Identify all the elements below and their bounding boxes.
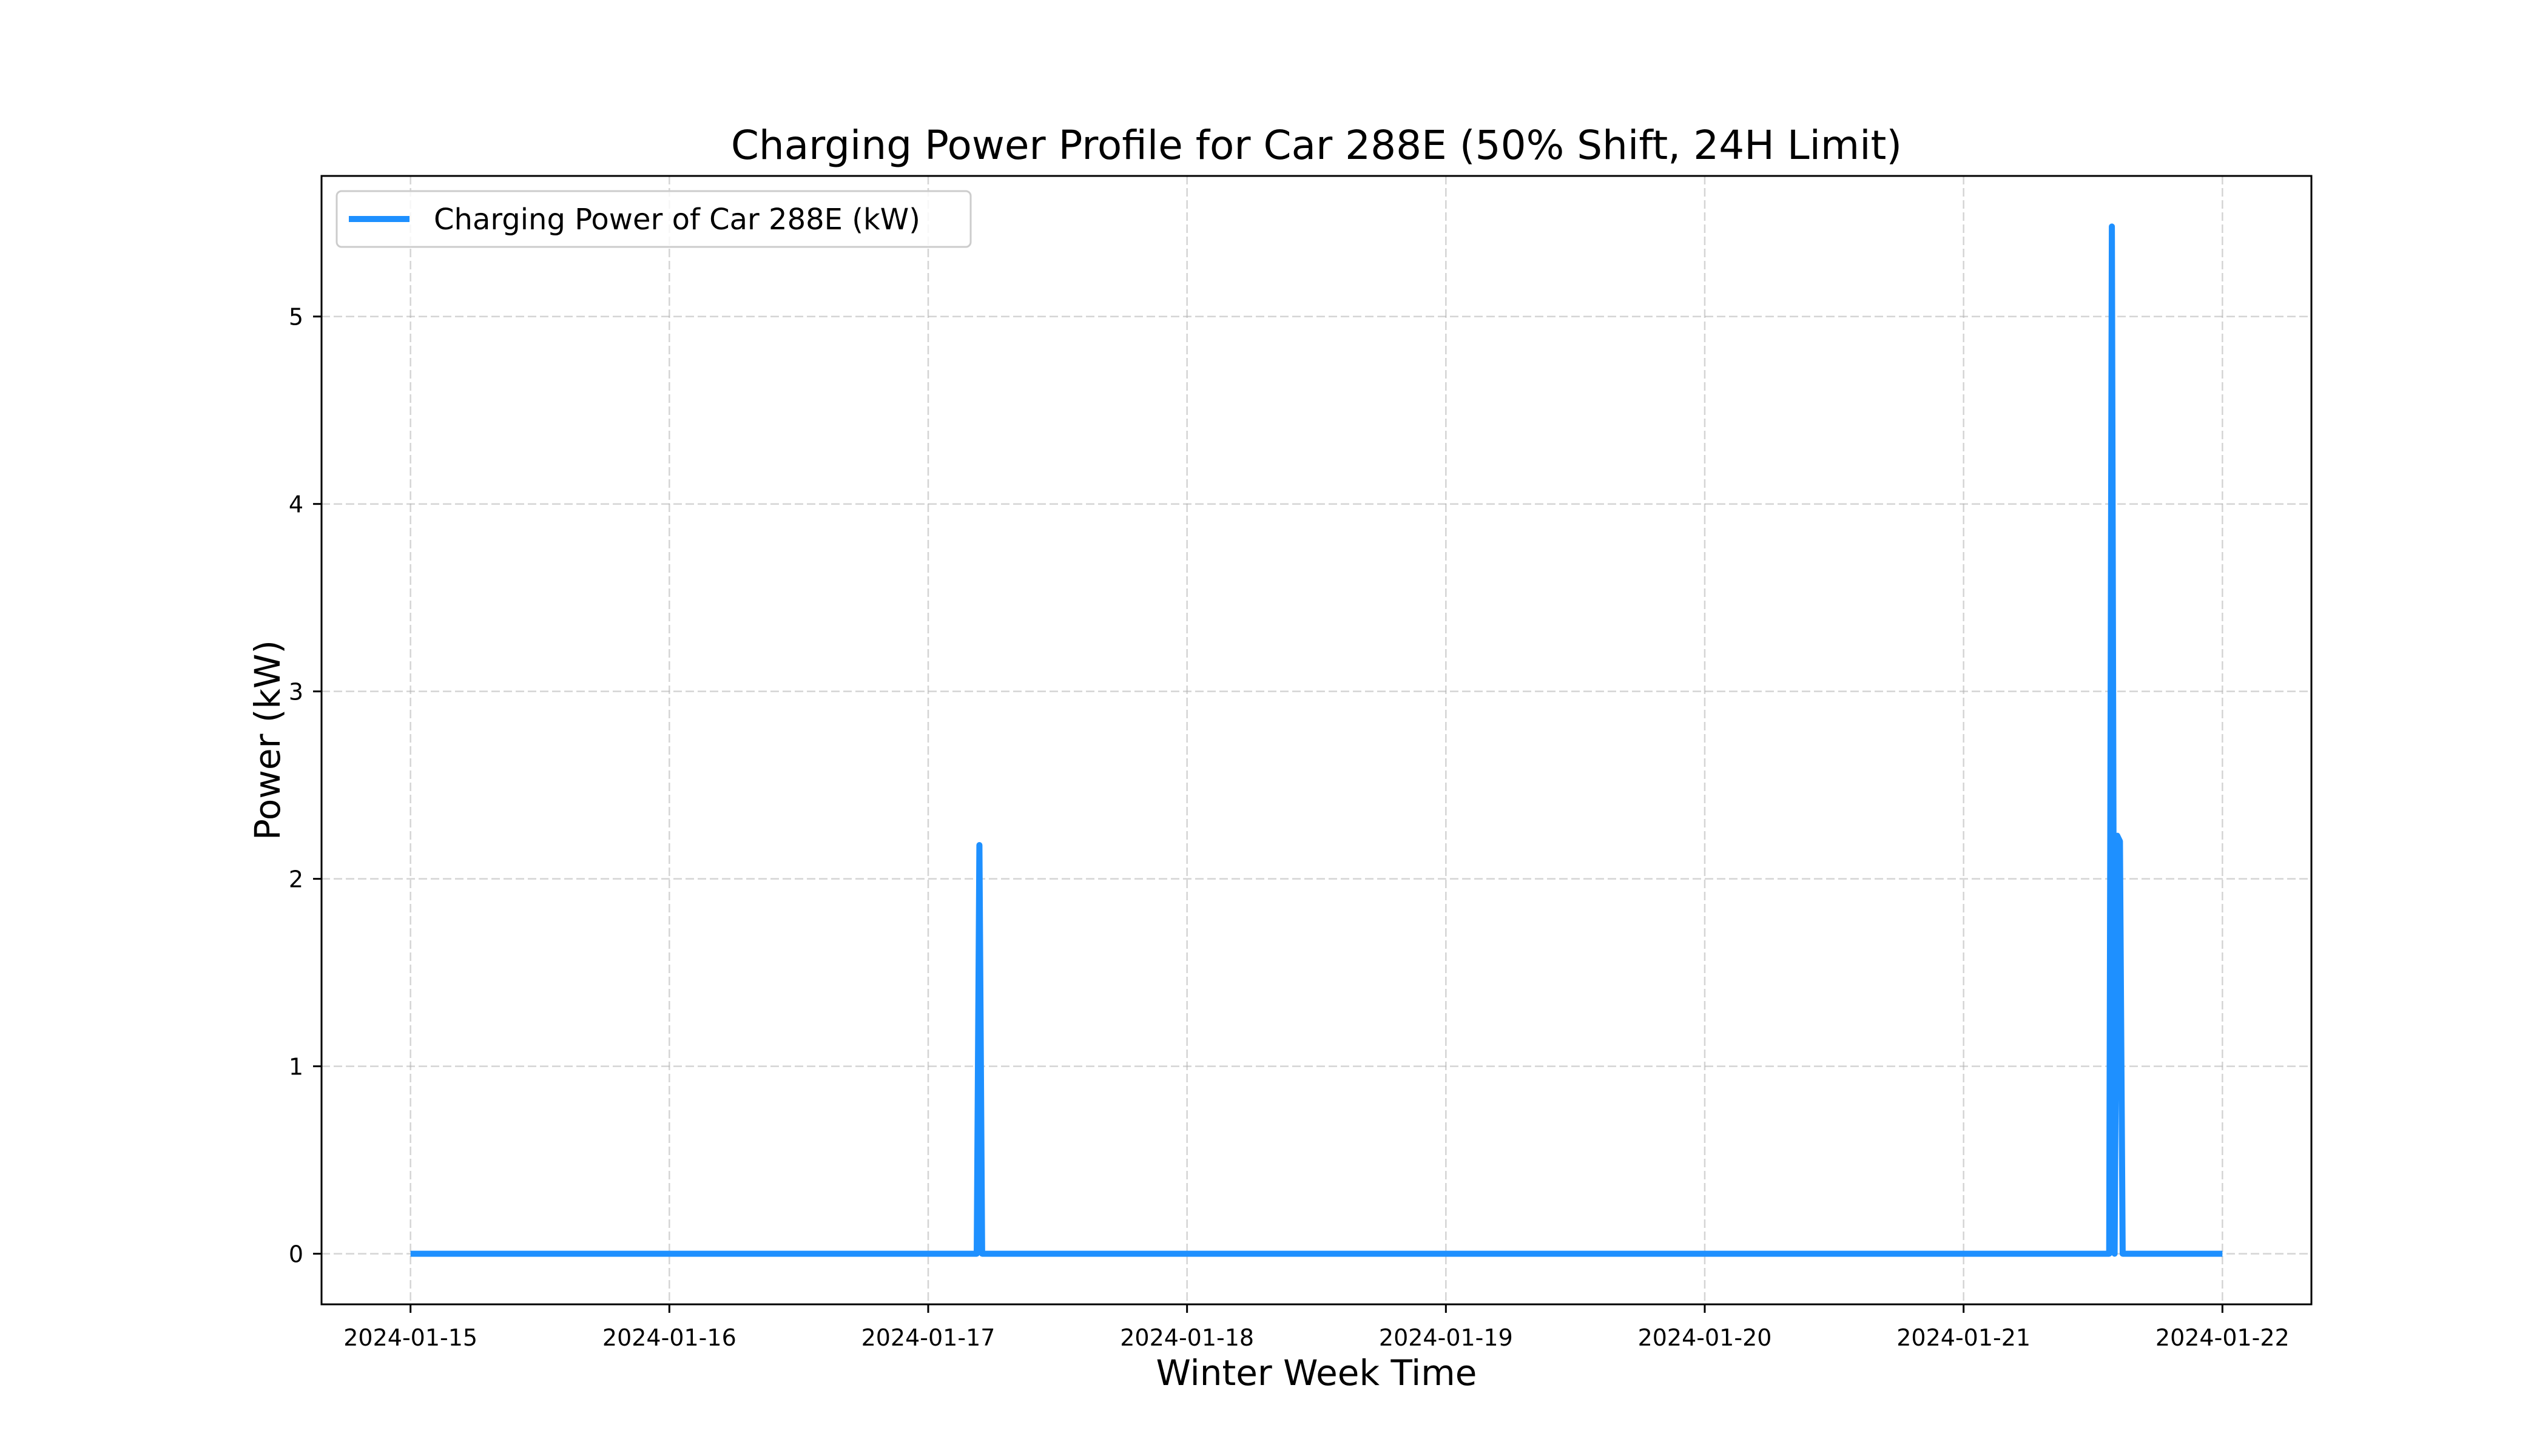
x-tick-label: 2024-01-18 — [1120, 1324, 1254, 1351]
x-tick-label: 2024-01-21 — [1896, 1324, 2031, 1351]
y-axis-label: Power (kW) — [247, 640, 288, 840]
legend: Charging Power of Car 288E (kW) — [335, 190, 972, 248]
x-axis-label: Winter Week Time — [1156, 1352, 1477, 1394]
legend-box — [335, 190, 972, 248]
y-tick-label: 1 — [289, 1054, 303, 1080]
x-tick-label: 2024-01-17 — [861, 1324, 996, 1351]
x-tick-label: 2024-01-20 — [1638, 1324, 1772, 1351]
y-tick-label: 4 — [289, 491, 303, 518]
x-tick-label: 2024-01-15 — [343, 1324, 477, 1351]
series-line — [410, 223, 2223, 1257]
series-layer — [410, 223, 2223, 1257]
x-tick-label: 2024-01-22 — [2155, 1324, 2290, 1351]
y-tick-label: 5 — [289, 304, 303, 331]
chart-title: Charging Power Profile for Car 288E (50%… — [731, 122, 1902, 169]
plot-frame — [320, 175, 2313, 1306]
x-tick-label: 2024-01-16 — [602, 1324, 736, 1351]
y-tick-label: 2 — [289, 866, 303, 893]
legend-entry: Charging Power of Car 288E (kW) — [434, 203, 920, 237]
y-tick-label: 0 — [289, 1241, 303, 1268]
ticks: 2024-01-15 2024-01-16 2024-01-17 2024-01-18… — [289, 304, 2290, 1351]
y-tick-label: 3 — [289, 679, 303, 706]
x-tick-label: 2024-01-19 — [1379, 1324, 1513, 1351]
